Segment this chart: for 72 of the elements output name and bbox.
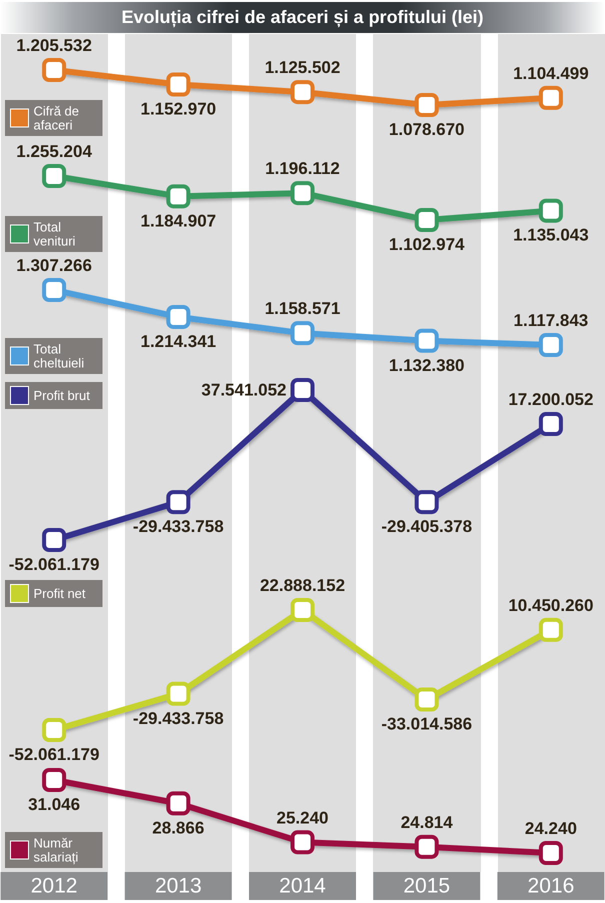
point: [166, 72, 190, 96]
point: [42, 768, 66, 792]
data-label: 1.158.571: [264, 299, 340, 318]
data-label: 1.152.970: [140, 100, 216, 118]
data-label: 1.078.670: [388, 120, 465, 139]
data-label: 1.104.499: [513, 64, 589, 83]
data-label: -52.061.179: [8, 555, 100, 574]
legend-label: Cifră de afaceri: [34, 104, 83, 132]
legend-label: Total cheltuieli: [34, 342, 84, 370]
data-label: 1.117.843: [514, 311, 588, 330]
x-tick-label: 2016: [528, 874, 574, 898]
x-tick-label: 2014: [279, 874, 326, 898]
point: [166, 304, 190, 329]
x-tick-label: 2012: [30, 874, 78, 898]
point: [538, 86, 563, 110]
data-label: 1.125.502: [264, 58, 340, 78]
point: [42, 278, 66, 302]
point: [538, 841, 563, 865]
point: [166, 184, 190, 208]
data-label: 25.240: [276, 808, 328, 828]
data-label: 1.196.112: [265, 159, 340, 178]
data-label: 37.541.052: [201, 380, 286, 400]
data-label: 1.307.266: [16, 256, 92, 275]
point: [290, 378, 314, 402]
data-label: 24.814: [400, 812, 454, 832]
point: [538, 412, 563, 436]
data-label: 1.184.907: [140, 211, 216, 230]
data-label: 1.214.341: [140, 332, 216, 351]
point: [42, 528, 66, 552]
x-tick-label: 2013: [154, 874, 202, 898]
data-label: -52.061.179: [8, 745, 100, 764]
data-label: -29.433.758: [132, 517, 224, 536]
data-label: 24.240: [524, 819, 577, 838]
point: [42, 718, 66, 742]
legend-label: Total venituri: [34, 220, 76, 248]
point: [42, 58, 66, 82]
data-label: 1.255.204: [16, 142, 92, 161]
data-label: -33.014.586: [381, 714, 472, 734]
data-label: 17.200.052: [508, 390, 594, 410]
point: [42, 164, 66, 188]
point: [166, 682, 190, 706]
data-label: -29.405.378: [381, 517, 472, 536]
point: [538, 333, 563, 357]
data-label: 28.866: [152, 818, 204, 838]
point: [414, 208, 439, 232]
x-tick-label: 2015: [403, 874, 450, 898]
data-label: 22.888.152: [260, 576, 346, 595]
point: [166, 791, 190, 816]
point: [290, 321, 314, 346]
chart-title: Evoluția cifrei de afaceri și a profitului (lei): [0, 2, 605, 33]
data-label: 1.102.974: [388, 235, 466, 254]
legend-label: Profit brut: [34, 388, 90, 403]
point: [414, 490, 439, 514]
data-label: 10.450.260: [508, 596, 594, 615]
legend-label: Număr salariați: [34, 836, 78, 864]
point: [414, 93, 439, 117]
data-label: 1.135.043: [513, 226, 589, 245]
data-label: -29.433.758: [132, 708, 224, 728]
data-label: 31.046: [28, 795, 80, 814]
point: [414, 328, 439, 353]
point: [538, 198, 563, 223]
legend-label: Profit net: [34, 586, 86, 601]
point: [538, 618, 563, 642]
point: [290, 598, 314, 622]
data-label: 1.132.380: [388, 356, 465, 375]
point: [290, 181, 314, 206]
point: [414, 688, 439, 712]
point: [290, 830, 314, 854]
point: [166, 490, 190, 514]
point: [414, 834, 439, 859]
point: [290, 80, 314, 104]
data-label: 1.205.532: [16, 36, 92, 55]
